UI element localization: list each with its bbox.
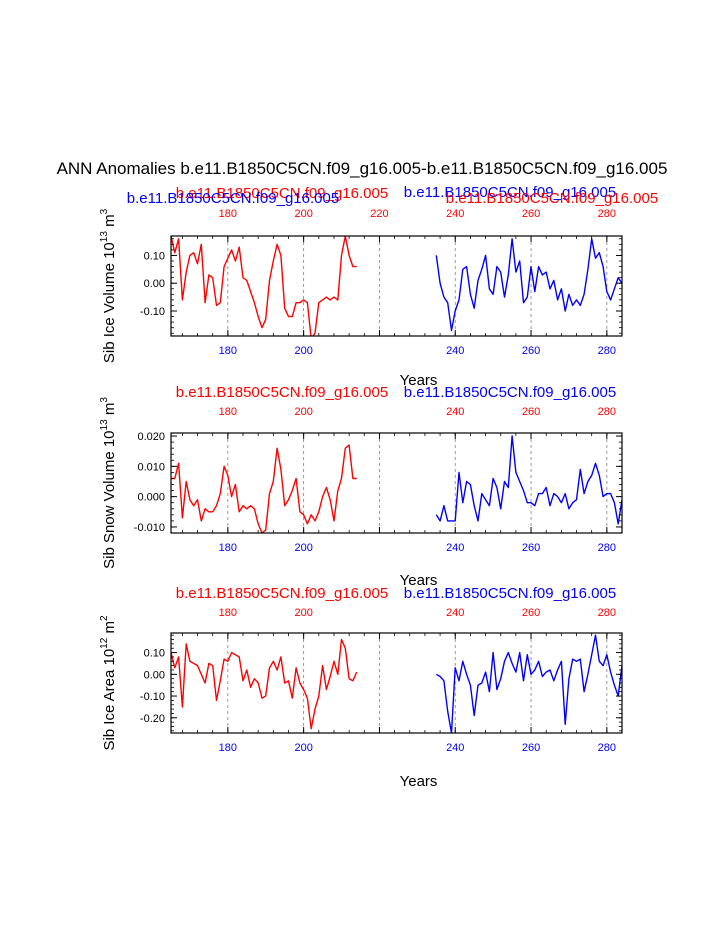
x-tick-label-top: 180 (219, 406, 237, 418)
y-tick-label: 0.00 (144, 278, 165, 290)
x-tick-label-bottom: 280 (598, 542, 616, 554)
x-tick-label-bottom: 200 (294, 542, 312, 554)
x-tick-label-top: 200 (294, 607, 312, 619)
y-tick-label: 0.010 (137, 461, 165, 473)
axes-frame (170, 632, 623, 734)
x-tick-label-bottom: 180 (219, 345, 237, 357)
x-tick-label-bottom: 280 (598, 742, 616, 754)
x-tick-label-bottom: 260 (522, 542, 540, 554)
x-tick-label-top: 200 (294, 208, 312, 220)
y-tick-label: 0.00 (144, 669, 165, 681)
x-tick-label-bottom: 240 (446, 542, 464, 554)
series-line-blue (435, 634, 622, 733)
x-tick-label-top: 280 (598, 208, 616, 220)
series-title-red: b.e11.B1850C5CN.f09_g16.005 (176, 585, 388, 602)
series-title-red-right: b.e11.B1850C5CN.f09_g16.005 (446, 190, 658, 207)
series-title-red: b.e11.B1850C5CN.f09_g16.005 (176, 185, 388, 202)
y-axis-label: Sib Ice Volume 1013 m3 (99, 208, 118, 363)
series-title-blue: b.e11.B1850C5CN.f09_g16.005 (404, 384, 616, 401)
figure-title: ANN Anomalies b.e11.B1850C5CN.f09_g16.00… (57, 159, 668, 178)
y-tick-label: 0.020 (137, 431, 165, 443)
y-tick-label: 0.000 (137, 492, 165, 504)
y-tick-label: -0.10 (140, 691, 165, 703)
x-tick-label-top: 180 (219, 607, 237, 619)
series-title-blue: b.e11.B1850C5CN.f09_g16.005 (404, 585, 616, 602)
x-tick-label-top: 240 (446, 406, 464, 418)
x-tick-label-top: 260 (522, 208, 540, 220)
x-tick-label-top: 240 (446, 607, 464, 619)
series-line-red (171, 638, 358, 730)
x-tick-label-bottom: 260 (522, 742, 540, 754)
x-tick-label-bottom: 240 (446, 345, 464, 357)
x-tick-label-top: 200 (294, 406, 312, 418)
series-line-red (171, 444, 357, 533)
x-tick-label-top: 220 (370, 208, 388, 220)
series-title-blue: b.e11.B1850C5CN.f09_g16.005 (404, 184, 616, 201)
panel-3: 0.10 0.00 -0.10 -0.20 180 180 200 200 240 240 260 2… (99, 585, 623, 790)
x-tick-label-top: 240 (446, 208, 464, 220)
x-tick-label-bottom: 240 (446, 742, 464, 754)
y-tick-label: -0.10 (140, 306, 165, 318)
x-tick-label-top: 180 (219, 208, 237, 220)
x-tick-label-top: 260 (522, 607, 540, 619)
y-tick-label: 0.10 (144, 250, 165, 262)
x-tick-label-bottom: 200 (294, 345, 312, 357)
x-tick-label-top: 260 (522, 406, 540, 418)
y-axis-label: Sib Ice Area 1012 m2 (99, 615, 118, 751)
y-tick-label: 0.10 (144, 648, 165, 660)
series-title-red: b.e11.B1850C5CN.f09_g16.005 (176, 384, 388, 401)
series-title-blue-left: b.e11.B1850C5CN.f09_g16.005 (127, 190, 339, 207)
x-tick-label-bottom: 260 (522, 345, 540, 357)
x-tick-label-top: 280 (598, 607, 616, 619)
x-tick-label-bottom: 180 (219, 742, 237, 754)
panel-2: 0.020 0.010 0.000 -0.010 180 180 200 200 240 240 2… (99, 384, 623, 589)
y-tick-label: -0.20 (140, 713, 165, 725)
series-line-blue (435, 435, 622, 525)
x-tick-label-bottom: 280 (598, 345, 616, 357)
y-axis-label: Sib Snow Volume 1013 m3 (99, 397, 118, 569)
panel-1: 0.10 0.00 -0.10 180 180 200 200 220 240 240 260 260… (99, 184, 658, 389)
x-axis-label: Years (400, 372, 438, 389)
axes-frame (170, 235, 623, 337)
x-axis-label: Years (400, 773, 438, 790)
axes-frame (170, 432, 623, 534)
x-axis-label: Years (400, 572, 438, 589)
series-line-red (171, 236, 357, 336)
series-line-blue (435, 238, 622, 332)
y-tick-label: -0.010 (134, 522, 165, 534)
x-tick-label-bottom: 200 (294, 742, 312, 754)
x-tick-label-top: 280 (598, 406, 616, 418)
x-tick-label-bottom: 180 (219, 542, 237, 554)
